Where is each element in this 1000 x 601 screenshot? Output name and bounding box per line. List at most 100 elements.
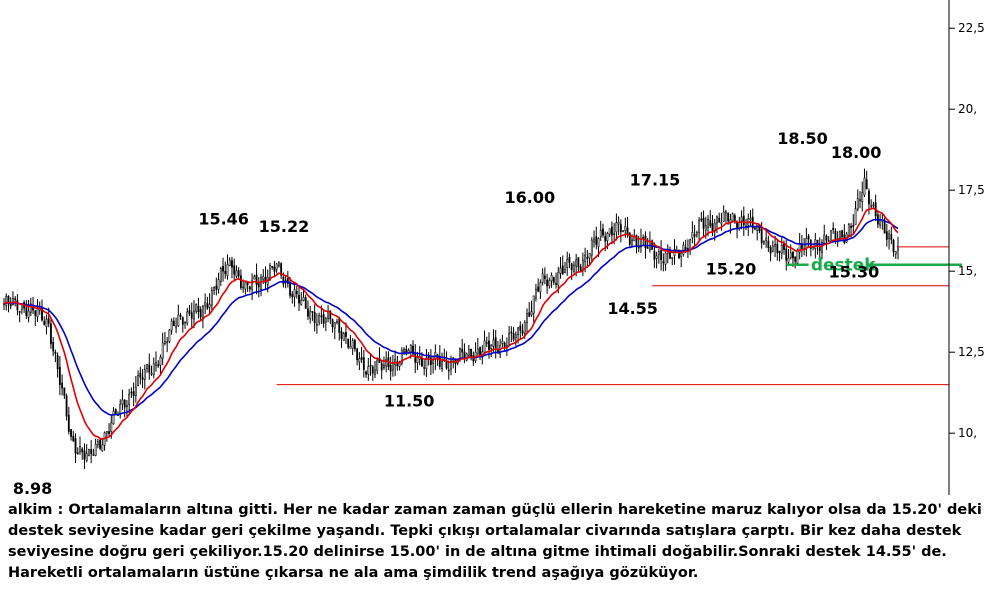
candle <box>199 306 202 321</box>
candle <box>564 261 566 274</box>
candle <box>617 216 620 236</box>
candle-body <box>79 446 81 453</box>
y-tick-label: 12,5 <box>958 345 985 359</box>
candle-body <box>291 293 294 297</box>
candle <box>108 423 110 438</box>
candle-body <box>861 192 864 202</box>
candle <box>695 230 698 238</box>
candle <box>841 229 844 238</box>
candle <box>535 283 537 302</box>
candle-body <box>248 286 251 290</box>
candle-body <box>593 238 595 243</box>
candle-body <box>302 297 305 301</box>
candle-body <box>36 308 39 318</box>
candle-body <box>65 395 68 417</box>
candle <box>774 235 776 258</box>
candle-body <box>34 310 37 316</box>
candle <box>389 356 392 381</box>
candle-body <box>847 224 850 236</box>
candle <box>776 238 779 261</box>
candle-body <box>262 275 265 280</box>
candle-body <box>52 341 55 352</box>
candle <box>177 304 180 327</box>
candle-body <box>260 277 262 290</box>
candle-body <box>126 405 128 407</box>
candle <box>897 236 899 260</box>
candle-body <box>282 276 285 285</box>
candle-body <box>25 307 28 316</box>
candle <box>494 329 497 359</box>
candle-body <box>293 289 296 298</box>
candle <box>861 181 864 212</box>
candle-body <box>289 282 291 296</box>
candle-body <box>347 338 350 348</box>
candle <box>16 294 19 316</box>
candle-body <box>671 256 674 259</box>
candle <box>559 256 562 279</box>
candle-body <box>662 261 665 264</box>
candle <box>794 256 797 269</box>
candle-body <box>83 450 86 460</box>
candle-body <box>56 355 59 370</box>
candle-body <box>785 248 788 261</box>
candle <box>280 262 283 279</box>
candle <box>99 438 102 451</box>
candle <box>512 326 515 342</box>
candle-body <box>219 268 222 282</box>
candle-body <box>224 271 227 275</box>
candle-body <box>425 357 428 370</box>
candle <box>780 236 783 260</box>
candle-body <box>546 279 549 287</box>
candle <box>195 303 198 314</box>
candle <box>197 297 200 319</box>
candle-body <box>99 439 102 449</box>
candle <box>555 272 557 289</box>
candle-body <box>552 276 555 283</box>
candle <box>602 223 604 238</box>
candle <box>121 389 124 411</box>
candle-body <box>467 349 470 356</box>
candle-body <box>774 244 776 247</box>
candle-body <box>121 399 124 405</box>
candle-body <box>709 220 712 227</box>
candle <box>181 316 184 333</box>
candle-body <box>660 250 663 261</box>
candle <box>322 309 325 328</box>
candle <box>96 438 99 449</box>
candle-body <box>72 435 75 442</box>
candle <box>818 237 821 258</box>
candle-body <box>237 270 240 277</box>
candle-body <box>716 216 718 224</box>
candle <box>872 201 875 209</box>
candle <box>416 351 419 370</box>
candle-body <box>137 375 140 386</box>
candle-body <box>550 275 553 282</box>
candle-body <box>695 232 698 236</box>
candle <box>27 299 30 323</box>
candle-body <box>733 215 736 221</box>
candle <box>418 346 421 366</box>
candle-body <box>269 265 271 280</box>
candle <box>593 230 595 248</box>
candle-body <box>512 333 515 340</box>
candle-body <box>441 361 443 369</box>
candle <box>222 257 224 282</box>
candle-body <box>827 240 830 242</box>
candle-body <box>624 226 627 231</box>
candle-body <box>139 372 142 378</box>
slow-moving-average-line <box>3 218 899 416</box>
candle <box>248 285 251 293</box>
candle-body <box>742 215 745 226</box>
candle <box>65 393 68 421</box>
candle-body <box>342 333 345 341</box>
candle-body <box>503 342 506 349</box>
candle-body <box>646 247 649 249</box>
candle-body <box>96 441 99 446</box>
candle <box>722 205 725 223</box>
candle-body <box>353 339 356 350</box>
candle <box>36 298 39 323</box>
candle <box>622 230 625 233</box>
candle <box>333 322 336 340</box>
candle-body <box>720 221 723 225</box>
candle-body <box>890 234 893 240</box>
